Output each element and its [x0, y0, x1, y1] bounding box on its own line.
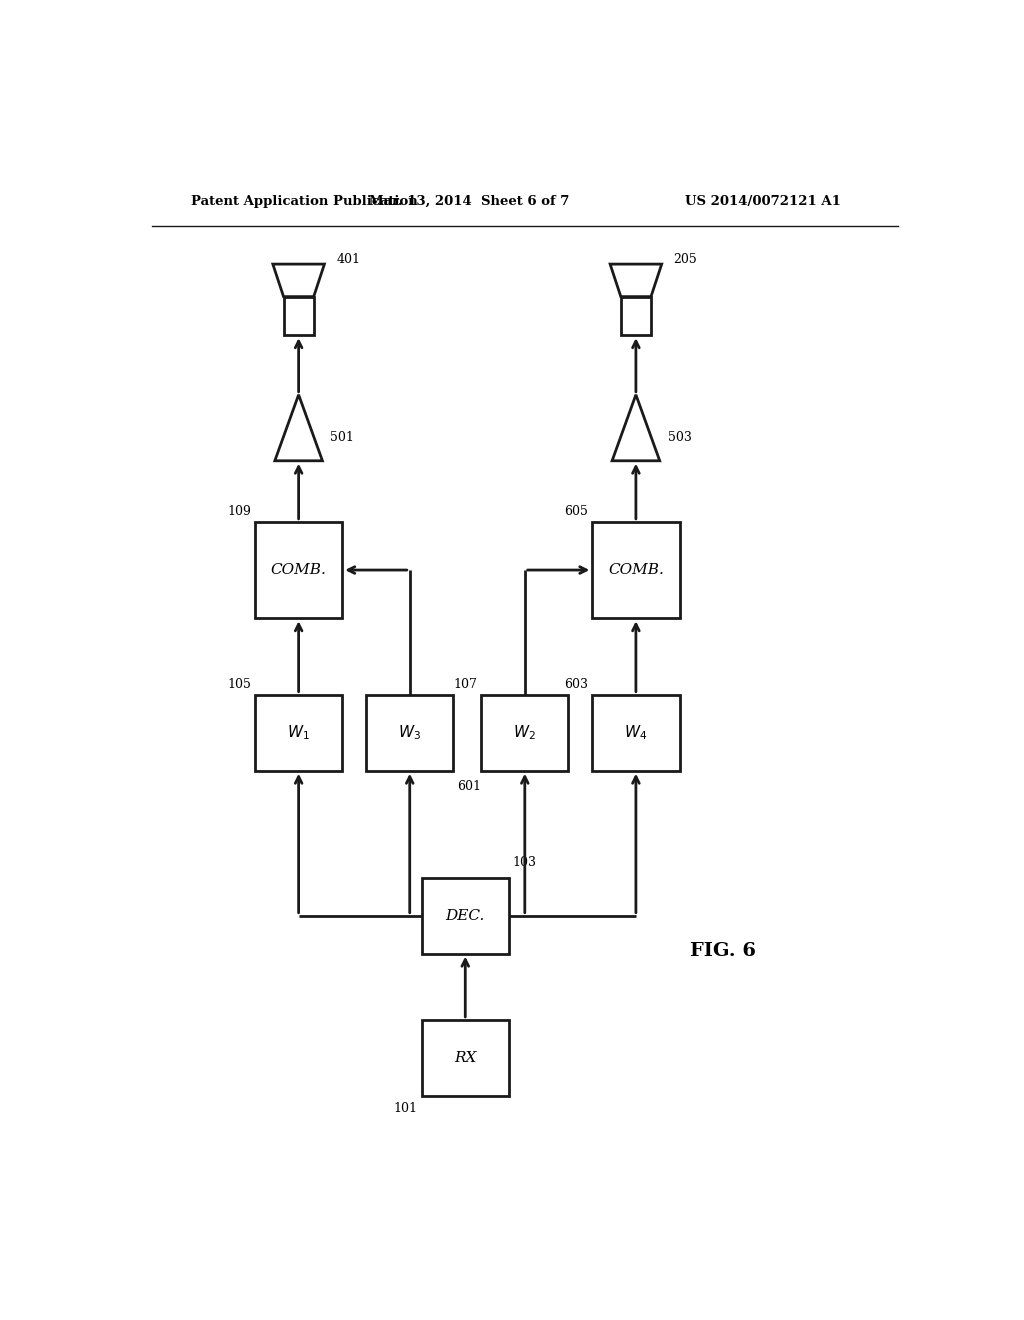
Text: 401: 401 [336, 252, 360, 265]
Text: $W_1$: $W_1$ [287, 723, 310, 742]
Bar [284, 297, 313, 335]
Text: DEC.: DEC. [445, 908, 485, 923]
Bar [422, 1020, 509, 1096]
Text: 603: 603 [564, 678, 588, 690]
Text: 503: 503 [668, 432, 691, 445]
Text: 107: 107 [454, 678, 477, 690]
Text: $W_2$: $W_2$ [513, 723, 537, 742]
Bar [481, 694, 568, 771]
Text: 105: 105 [227, 678, 251, 690]
Text: Patent Application Publication: Patent Application Publication [191, 194, 418, 207]
Text: RX: RX [454, 1051, 476, 1065]
Text: 109: 109 [227, 506, 251, 517]
Text: 205: 205 [674, 252, 697, 265]
Bar [367, 694, 454, 771]
Text: Mar. 13, 2014  Sheet 6 of 7: Mar. 13, 2014 Sheet 6 of 7 [369, 194, 569, 207]
Text: US 2014/0072121 A1: US 2014/0072121 A1 [685, 194, 841, 207]
Bar [255, 694, 342, 771]
Text: COMB.: COMB. [270, 564, 327, 577]
Text: 501: 501 [331, 432, 354, 445]
Bar [592, 521, 680, 618]
Text: COMB.: COMB. [608, 564, 664, 577]
Bar [621, 297, 651, 335]
Bar [592, 694, 680, 771]
Text: 601: 601 [458, 780, 481, 792]
Bar [422, 878, 509, 954]
Text: 103: 103 [513, 855, 537, 869]
Text: FIG. 6: FIG. 6 [690, 942, 756, 960]
Text: $W_3$: $W_3$ [398, 723, 421, 742]
Bar [255, 521, 342, 618]
Text: 101: 101 [393, 1102, 418, 1114]
Text: $W_4$: $W_4$ [625, 723, 647, 742]
Text: 605: 605 [564, 506, 588, 517]
